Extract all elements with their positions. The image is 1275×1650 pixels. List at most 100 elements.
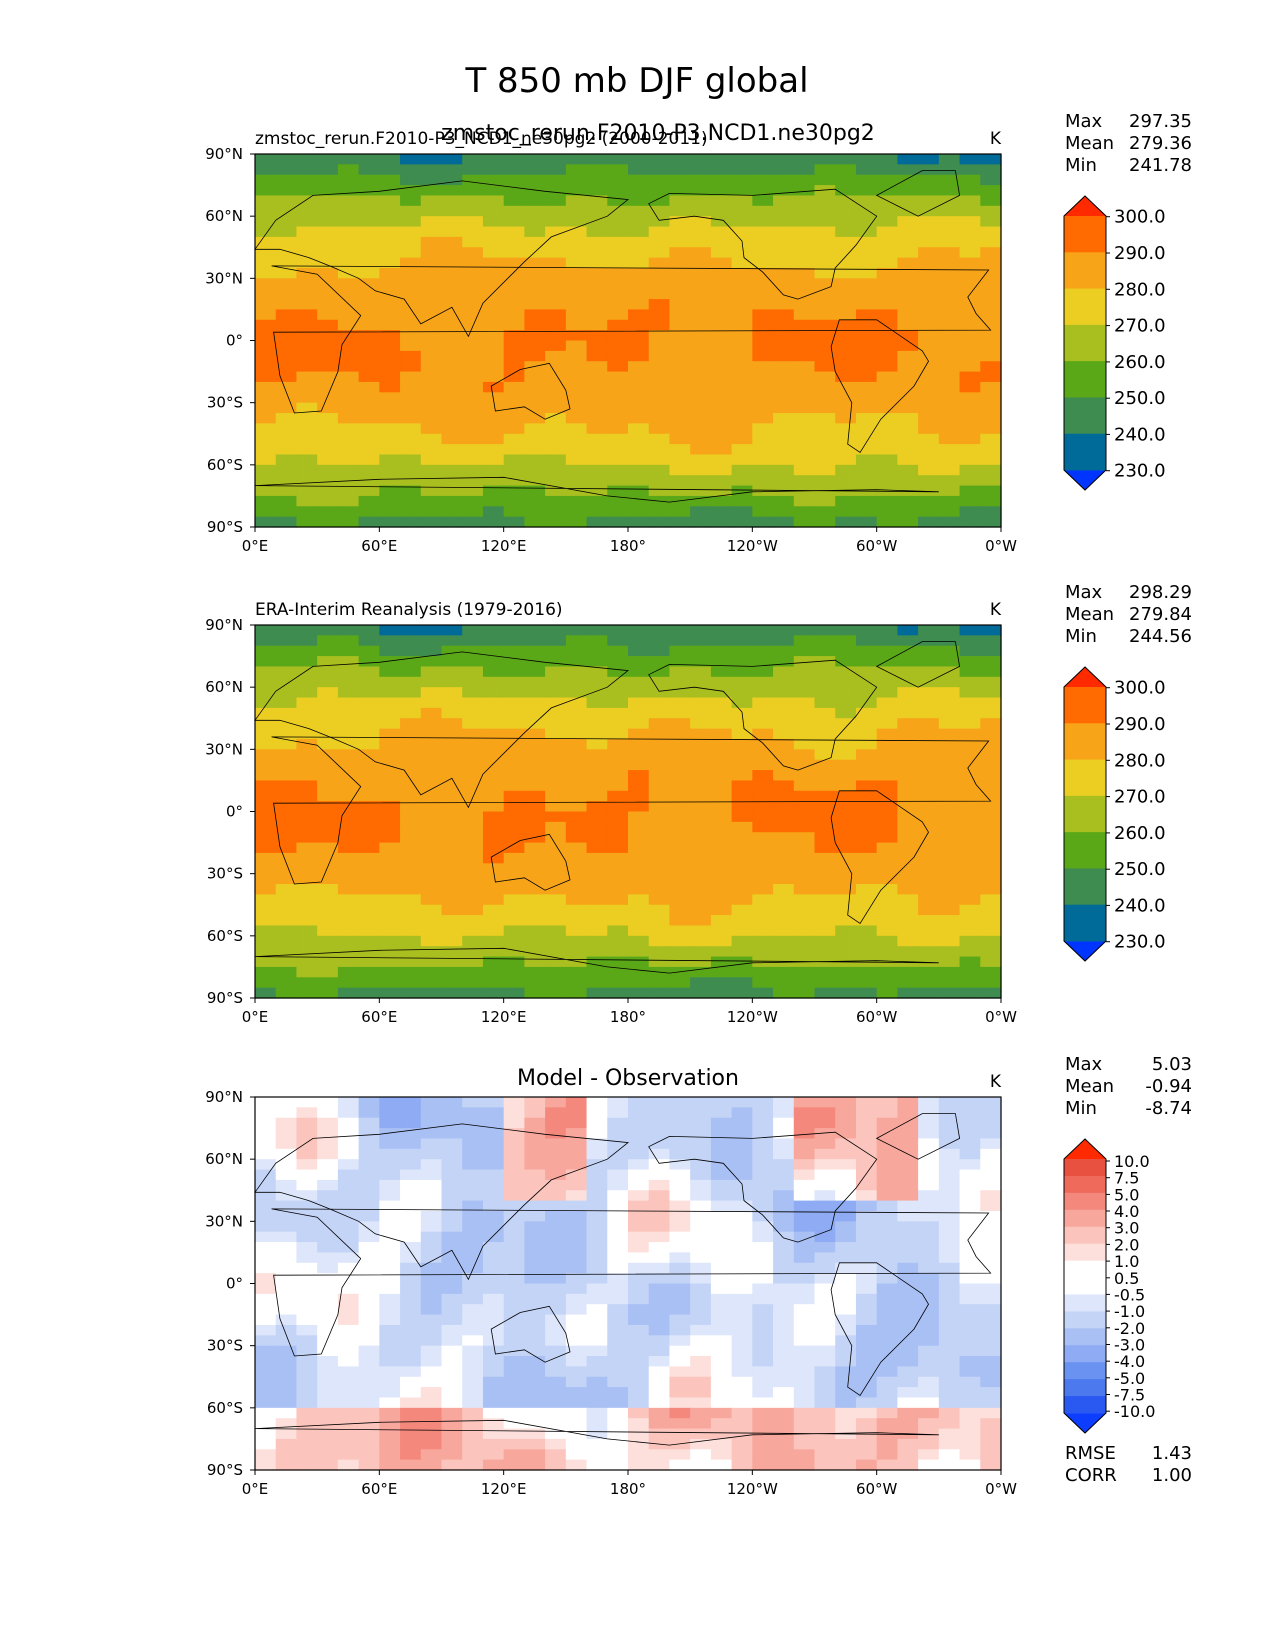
heatmap-cell	[586, 1438, 608, 1450]
heatmap-cell	[317, 707, 339, 719]
x-tick-label: 60°E	[361, 1480, 397, 1498]
heatmap-cell	[690, 1148, 712, 1160]
heatmap-cell	[337, 506, 360, 518]
heatmap-cell	[317, 1335, 339, 1347]
heatmap-cell	[752, 392, 774, 404]
heatmap-cell	[296, 666, 318, 678]
heatmap-cell	[400, 1459, 422, 1471]
heatmap-cell	[337, 1314, 360, 1326]
heatmap-cell	[358, 278, 380, 290]
heatmap-cell	[586, 956, 608, 968]
heatmap-cell	[835, 801, 857, 813]
heatmap-cell	[337, 915, 360, 927]
heatmap-cell	[545, 935, 567, 947]
heatmap-cell	[938, 1459, 961, 1471]
heatmap-cell	[524, 236, 546, 248]
heatmap-cell	[379, 1397, 401, 1409]
heatmap-cell	[545, 873, 567, 885]
heatmap-cell	[586, 1128, 608, 1140]
heatmap-cell	[855, 1179, 878, 1191]
heatmap-cell	[628, 884, 650, 895]
heatmap-cell	[669, 1356, 691, 1367]
heatmap-cell	[317, 205, 339, 217]
heatmap-cell	[379, 257, 401, 269]
heatmap-cell	[420, 371, 443, 383]
heatmap-cell	[275, 1459, 298, 1471]
heatmap-cell	[855, 1345, 878, 1357]
heatmap-cell	[441, 697, 463, 709]
heatmap-cell	[400, 485, 422, 497]
heatmap-cell	[669, 1200, 691, 1212]
heatmap-cell	[731, 956, 753, 968]
heatmap-cell	[275, 1159, 298, 1171]
heatmap-cell	[628, 925, 650, 937]
heatmap-cell	[545, 1252, 567, 1264]
heatmap-cell	[938, 946, 961, 958]
heatmap-cell	[918, 1252, 940, 1264]
heatmap-cell	[628, 454, 650, 466]
heatmap-cell	[793, 770, 816, 782]
heatmap-cell	[296, 884, 318, 895]
heatmap-cell	[317, 625, 339, 636]
heatmap-cell	[420, 1376, 443, 1388]
heatmap-cell	[255, 687, 277, 699]
heatmap-cell	[358, 1449, 380, 1461]
heatmap-cell	[918, 863, 940, 875]
heatmap-cell	[710, 935, 733, 947]
colorbar-tick-label: 10.0	[1114, 1152, 1150, 1171]
heatmap-cell	[773, 1107, 795, 1119]
heatmap-cell	[400, 656, 422, 668]
heatmap-cell	[897, 707, 919, 719]
heatmap-cell	[814, 185, 836, 197]
heatmap-cell	[648, 946, 671, 958]
heatmap-cell	[586, 842, 608, 854]
heatmap-cell	[607, 319, 629, 331]
heatmap-cell	[545, 645, 567, 657]
heatmap-cell	[690, 392, 712, 404]
heatmap-cell	[752, 894, 774, 906]
coastline	[830, 319, 929, 453]
heatmap-cell	[752, 915, 774, 927]
heatmap-cell	[420, 464, 443, 476]
heatmap-cell	[296, 811, 318, 823]
heatmap-cell	[545, 728, 567, 740]
heatmap-cell	[814, 1097, 836, 1108]
heatmap-cell	[317, 1293, 339, 1305]
heatmap-cell	[317, 309, 339, 321]
heatmap-cell	[607, 309, 629, 321]
heatmap-cell	[379, 1097, 401, 1108]
heatmap-cell	[400, 811, 422, 823]
heatmap-cell	[296, 1242, 318, 1254]
heatmap-cell	[938, 1449, 961, 1461]
heatmap-cell	[296, 1138, 318, 1150]
heatmap-cell	[545, 475, 567, 487]
heatmap-cell	[462, 495, 484, 507]
heatmap-cell	[690, 1210, 712, 1222]
heatmap-cell	[482, 645, 505, 657]
heatmap-cell	[400, 687, 422, 699]
heatmap-cell	[275, 915, 298, 927]
heatmap-cell	[524, 475, 546, 487]
heatmap-cell	[586, 288, 608, 300]
heatmap-cell	[545, 1283, 567, 1295]
heatmap-cell	[897, 1418, 919, 1430]
heatmap-cell	[669, 697, 691, 709]
heatmap-cell	[462, 1356, 484, 1367]
heatmap-cell	[690, 257, 712, 269]
heatmap-cell	[731, 485, 753, 497]
heatmap-cell	[835, 718, 857, 730]
heatmap-cell	[731, 811, 753, 823]
heatmap-cell	[710, 371, 733, 383]
heatmap-cell	[752, 330, 774, 342]
heatmap-cell	[959, 174, 981, 186]
heatmap-cell	[565, 935, 588, 947]
heatmap-cell	[752, 749, 774, 761]
heatmap-cell	[296, 801, 318, 813]
heatmap-cell	[545, 1117, 567, 1129]
heatmap-cell	[959, 1097, 981, 1108]
heatmap-cell	[752, 635, 774, 647]
heatmap-cell	[690, 780, 712, 792]
heatmap-cell	[814, 759, 836, 771]
heatmap-cell	[255, 506, 277, 518]
heatmap-cell	[482, 1179, 505, 1191]
